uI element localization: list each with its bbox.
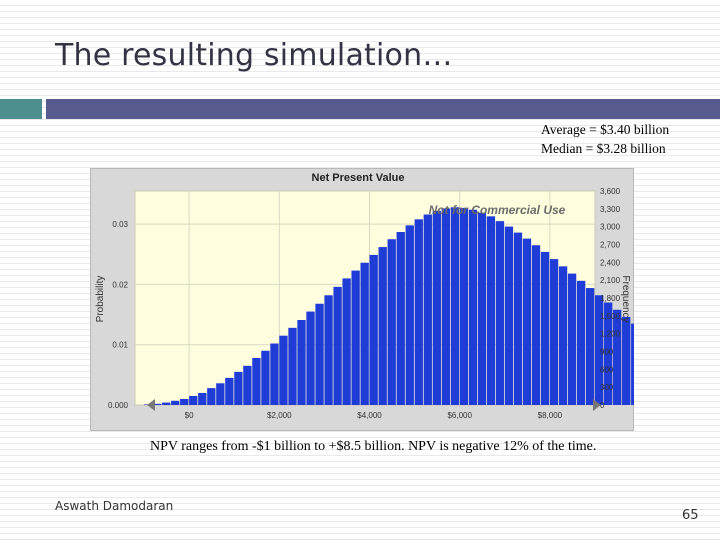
- histogram-bar: [576, 280, 586, 405]
- left-tick-label: 0.01: [112, 341, 128, 350]
- right-tick-label: 3,600: [600, 187, 621, 196]
- left-tick-label: 0.03: [112, 220, 128, 229]
- histogram-bar: [622, 316, 631, 405]
- header-accent-teal: [0, 99, 42, 119]
- histogram-bar: [631, 323, 634, 405]
- histogram-bar: [207, 388, 216, 405]
- histogram-bar: [378, 247, 387, 405]
- histogram-bar: [486, 216, 496, 405]
- histogram-bar: [216, 383, 225, 405]
- right-axis-label: Frequency: [620, 275, 631, 322]
- right-tick-label: 3,000: [600, 223, 621, 232]
- histogram-bar: [414, 219, 423, 405]
- right-tick-label: 1,800: [600, 294, 621, 303]
- author-footer: Aswath Damodaran: [55, 499, 174, 513]
- histogram-bar: [360, 262, 369, 405]
- x-tick-label: $4,000: [357, 411, 382, 420]
- histogram-bar: [153, 403, 162, 405]
- summary-stats: Average = $3.40 billion Median = $3.28 b…: [541, 120, 669, 158]
- histogram-bar: [396, 231, 405, 405]
- histogram-bar: [342, 278, 351, 405]
- histogram-bar: [522, 238, 532, 405]
- histogram-bar: [441, 208, 450, 405]
- x-tick-label: $6,000: [447, 411, 472, 420]
- histogram-bar: [198, 392, 207, 405]
- left-tick-label: 0.000: [108, 401, 129, 410]
- left-axis-label: Probability: [95, 276, 106, 323]
- histogram-bar: [595, 295, 604, 405]
- histogram-bar: [243, 365, 252, 405]
- histogram-bar: [432, 210, 441, 405]
- chart-frame-border: [90, 168, 634, 431]
- histogram-bar: [495, 221, 505, 405]
- histogram-bar: [324, 295, 333, 405]
- histogram-bar: [351, 270, 360, 405]
- histogram-bar: [423, 214, 432, 405]
- histogram-bar: [369, 254, 378, 405]
- x-axis-ticks: $0 $2,000 $4,000 $6,000 $8,000: [185, 411, 563, 420]
- histogram-bar: [270, 343, 279, 405]
- average-stat: Average = $3.40 billion: [541, 122, 670, 137]
- x-tick-label: $0: [185, 411, 194, 420]
- npv-range-caption: NPV ranges from -$1 billion to +$8.5 bil…: [150, 439, 597, 454]
- right-tick-label: 600: [600, 365, 614, 374]
- histogram-bar: [540, 251, 550, 405]
- histogram-bar: [387, 239, 396, 405]
- right-tick-label: 2,100: [600, 276, 621, 285]
- histogram-bar: [252, 357, 261, 405]
- right-tick-label: 2,400: [600, 258, 621, 267]
- histogram-bar: [180, 398, 189, 405]
- right-tick-label: 900: [600, 348, 614, 357]
- histogram-bar: [549, 259, 559, 405]
- histogram-bar: [288, 327, 297, 405]
- histogram-bar: [513, 232, 523, 405]
- histogram-bar: [450, 207, 460, 405]
- histogram-bar: [504, 226, 514, 405]
- histogram-bar: [585, 288, 595, 405]
- histogram-bar: [225, 377, 234, 405]
- histogram-bar: [279, 335, 288, 405]
- left-axis-ticks: 0.000 0.01 0.02 0.03: [108, 220, 129, 410]
- histogram-bar: [531, 245, 541, 405]
- chart-title: Net Present Value: [312, 172, 405, 184]
- median-stat: Median = $3.28 billion: [541, 141, 666, 156]
- right-slider-handle[interactable]: [593, 399, 601, 411]
- histogram-bar: [567, 273, 577, 405]
- slide-title: The resulting simulation…: [55, 38, 453, 73]
- right-tick-label: 1,500: [600, 312, 621, 321]
- right-tick-label: 1,200: [600, 330, 621, 339]
- histogram-bar: [234, 371, 243, 405]
- left-slider-handle[interactable]: [147, 399, 155, 411]
- watermark-label: Not for Commercial Use: [429, 203, 566, 217]
- histogram-bar: [613, 309, 622, 405]
- histogram-bar: [261, 350, 270, 405]
- histogram-bar: [189, 395, 198, 405]
- page-number: 65: [682, 508, 699, 523]
- right-tick-label: 0: [600, 401, 605, 410]
- histogram-bar: [558, 266, 568, 405]
- histogram-bar: [477, 212, 487, 405]
- left-tick-label: 0.02: [112, 280, 128, 289]
- right-tick-label: 300: [600, 383, 614, 392]
- histogram-bar: [171, 400, 180, 405]
- right-tick-label: 2,700: [600, 241, 621, 250]
- npv-histogram: Net Present Value Not for Commercial Use…: [90, 168, 634, 431]
- histogram-bar: [297, 320, 306, 405]
- histogram-bar: [333, 286, 342, 405]
- histogram-bar: [162, 402, 171, 405]
- histogram-bar: [405, 225, 414, 405]
- x-tick-label: $2,000: [267, 411, 292, 420]
- histogram-bar: [604, 302, 613, 405]
- header-accent-bar: [46, 99, 720, 119]
- histogram-bar: [306, 311, 315, 405]
- histogram-bar: [315, 303, 324, 405]
- histogram-bar: [468, 209, 478, 405]
- right-tick-label: 3,300: [600, 205, 621, 214]
- histogram-bars: [144, 207, 634, 405]
- right-axis-ticks: 0 300 600 900 1,200 1,500 1,800 2,100 2,400 2,700…: [600, 187, 621, 410]
- histogram-bar: [459, 207, 469, 405]
- x-tick-label: $8,000: [538, 411, 563, 420]
